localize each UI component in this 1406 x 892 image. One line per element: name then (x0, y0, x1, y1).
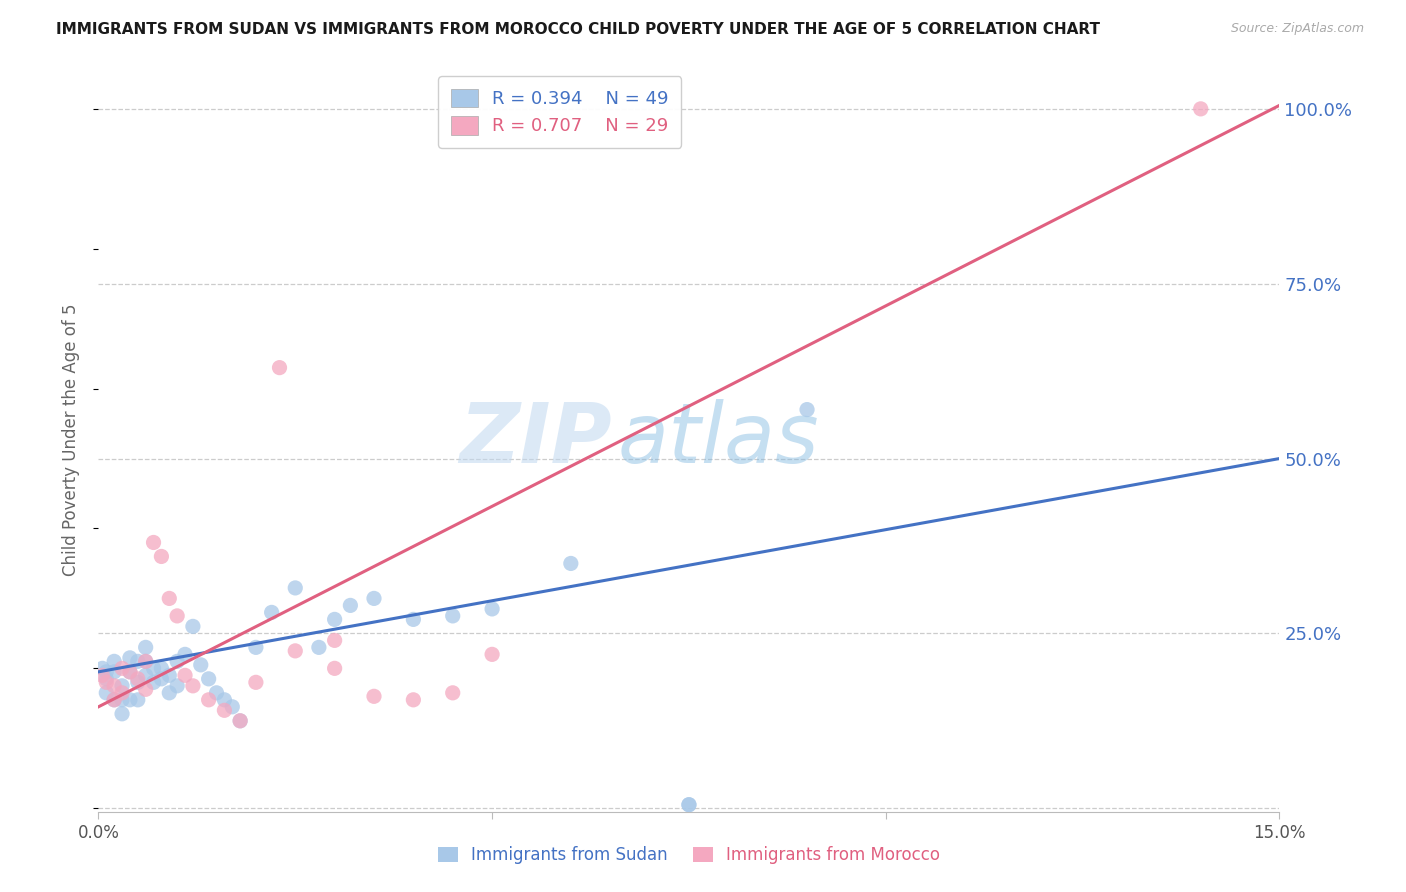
Point (284, 581, 307, 595)
Point (157, 668, 180, 682)
Point (111, 686, 134, 700)
Text: ZIP: ZIP (460, 399, 612, 480)
Point (323, 612, 346, 626)
Point (205, 686, 228, 700)
Point (103, 693, 125, 707)
Point (103, 654, 125, 668)
Point (441, 686, 464, 700)
Point (111, 706, 134, 721)
Text: Source: ZipAtlas.com: Source: ZipAtlas.com (1230, 22, 1364, 36)
Point (135, 640, 157, 655)
Point (166, 679, 188, 693)
Point (560, 557, 582, 571)
Point (678, 797, 700, 812)
Point (96, 675, 118, 690)
Point (150, 672, 173, 686)
Point (174, 668, 197, 682)
Point (323, 633, 346, 648)
Point (127, 693, 149, 707)
Point (142, 675, 165, 690)
Point (91, 661, 114, 675)
Point (441, 608, 464, 623)
Point (181, 619, 204, 633)
Point (150, 661, 173, 675)
Point (91, 668, 114, 682)
Point (214, 693, 236, 707)
Point (197, 672, 219, 686)
Point (142, 535, 165, 549)
Point (402, 693, 425, 707)
Point (118, 693, 141, 707)
Point (157, 686, 180, 700)
Point (245, 640, 267, 655)
Point (127, 672, 149, 686)
Text: atlas: atlas (619, 399, 820, 480)
Point (214, 703, 236, 717)
Point (245, 675, 267, 690)
Point (363, 690, 385, 704)
Point (323, 661, 346, 675)
Point (229, 714, 252, 728)
Point (339, 599, 361, 613)
Point (127, 654, 149, 668)
Point (402, 612, 425, 626)
Point (135, 654, 157, 668)
Point (118, 665, 141, 679)
Point (221, 699, 243, 714)
Point (190, 657, 212, 672)
Point (118, 665, 141, 679)
Text: IMMIGRANTS FROM SUDAN VS IMMIGRANTS FROM MOROCCO CHILD POVERTY UNDER THE AGE OF : IMMIGRANTS FROM SUDAN VS IMMIGRANTS FROM… (56, 22, 1101, 37)
Point (284, 644, 307, 658)
Point (197, 693, 219, 707)
Point (135, 654, 157, 668)
Point (135, 682, 157, 697)
Point (150, 549, 173, 564)
Legend: Immigrants from Sudan, Immigrants from Morocco: Immigrants from Sudan, Immigrants from M… (432, 839, 946, 871)
Point (481, 602, 503, 616)
Point (181, 679, 204, 693)
Point (103, 693, 125, 707)
Point (308, 640, 330, 655)
Point (157, 591, 180, 606)
Point (166, 654, 188, 668)
Point (111, 661, 134, 675)
Point (269, 360, 291, 375)
Point (127, 675, 149, 690)
Point (1189, 102, 1212, 116)
Point (229, 714, 252, 728)
Point (111, 679, 134, 693)
Y-axis label: Child Poverty Under the Age of 5: Child Poverty Under the Age of 5 (62, 303, 80, 575)
Point (135, 668, 157, 682)
Point (118, 651, 141, 665)
Point (96, 672, 118, 686)
Point (363, 591, 385, 606)
Point (481, 648, 503, 662)
Point (103, 679, 125, 693)
Point (174, 648, 197, 662)
Point (260, 606, 283, 620)
Point (166, 608, 188, 623)
Point (96, 686, 118, 700)
Point (796, 402, 818, 417)
Point (678, 797, 700, 812)
Point (111, 693, 134, 707)
Point (142, 661, 165, 675)
Point (96, 665, 118, 679)
Point (103, 665, 125, 679)
